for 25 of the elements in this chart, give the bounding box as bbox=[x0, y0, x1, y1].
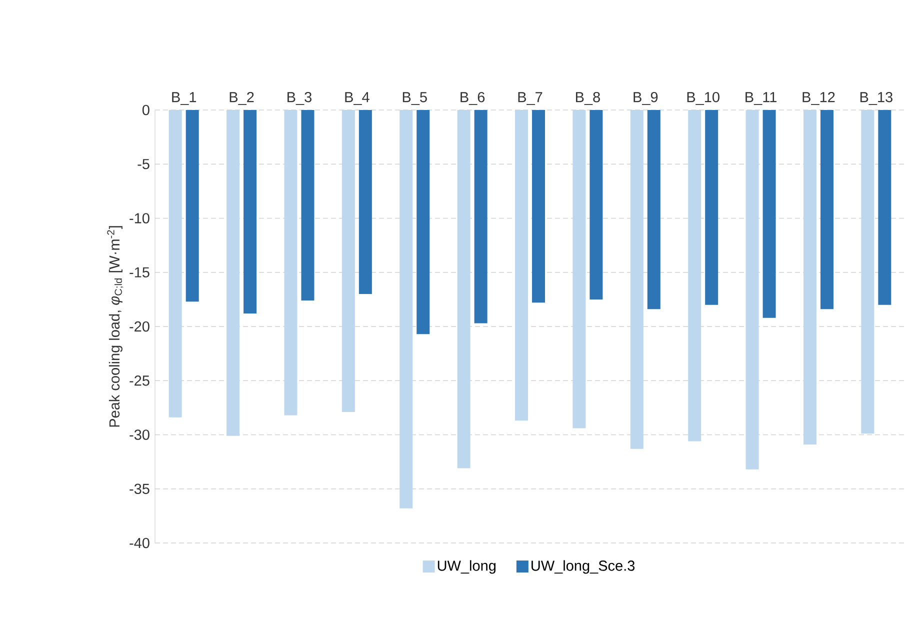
x-tick-label: B_8 bbox=[576, 92, 600, 105]
x-tick-label: B_7 bbox=[518, 92, 542, 105]
y-axis-title: Peak cooling load, φ$_{C;ld}$ [W·m$^{-2}$] bbox=[107, 226, 124, 427]
x-tick-label: B_5 bbox=[402, 92, 427, 105]
x-tick-label: B_4 bbox=[345, 92, 370, 105]
x-tick-label: B_6 bbox=[460, 92, 485, 105]
y-tick-label: -25 bbox=[130, 375, 150, 386]
x-tick-label: B_2 bbox=[230, 92, 254, 105]
legend-label: UW_long bbox=[438, 560, 496, 574]
y-tick-label: -30 bbox=[130, 430, 150, 440]
legend-label: UW_long_Sce.3 bbox=[532, 560, 635, 574]
x-tick-label: B_1 bbox=[172, 92, 196, 105]
y-tick-label: -10 bbox=[130, 213, 150, 224]
x-tick-label: B_13 bbox=[860, 92, 892, 105]
y-tick-label: 0 bbox=[142, 104, 150, 116]
x-tick-label: B_9 bbox=[634, 92, 658, 105]
y-tick-label: -20 bbox=[130, 321, 150, 332]
x-tick-label: B_10 bbox=[687, 92, 720, 105]
y-tick-label: -5 bbox=[138, 159, 150, 170]
x-tick-label: B_12 bbox=[802, 92, 835, 105]
x-tick-label: B_3 bbox=[288, 92, 312, 105]
y-tick-label: -35 bbox=[130, 484, 150, 494]
x-tick-label: B_11 bbox=[746, 92, 776, 105]
y-tick-label: -40 bbox=[130, 538, 150, 548]
y-tick-label: -15 bbox=[130, 267, 150, 278]
